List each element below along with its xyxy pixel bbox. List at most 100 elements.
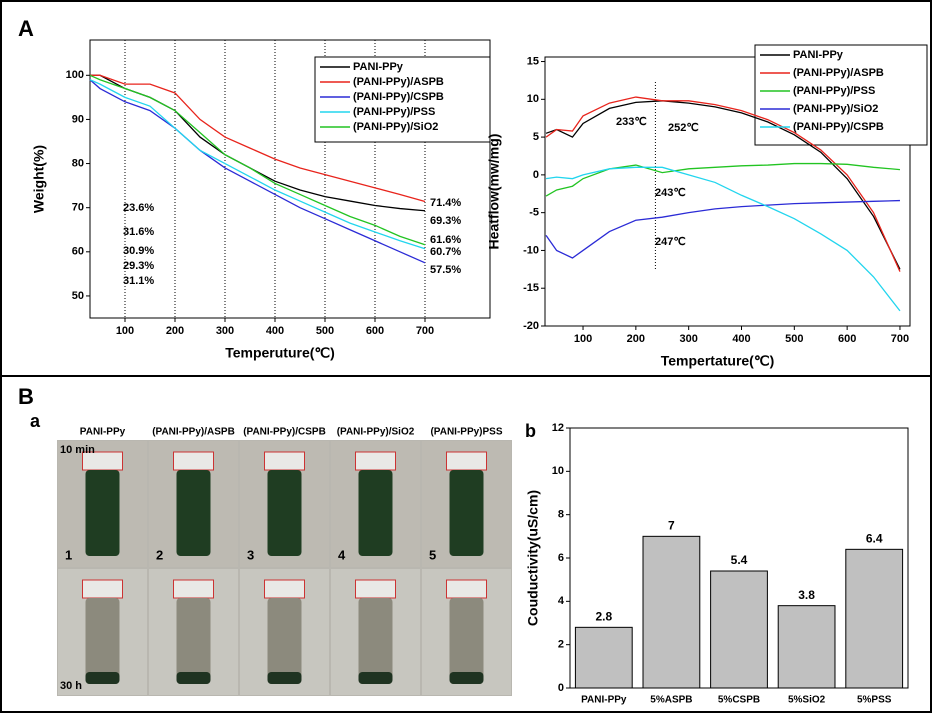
x-tick-label: 300 bbox=[679, 333, 697, 345]
y-tick-label: -20 bbox=[523, 320, 539, 332]
series-line bbox=[89, 79, 426, 264]
plot-frame bbox=[544, 56, 911, 327]
annotation: 57.5% bbox=[430, 264, 461, 276]
series-line bbox=[545, 96, 901, 272]
x-tick-label: 5%SiO2 bbox=[788, 695, 826, 706]
y-tick-label: 6 bbox=[558, 552, 564, 564]
x-tick-label: 500 bbox=[316, 325, 334, 337]
x-tick-label: 600 bbox=[838, 333, 856, 345]
x-tick-label: 600 bbox=[366, 325, 384, 337]
tube bbox=[85, 470, 120, 556]
panel-label: b bbox=[525, 421, 536, 441]
x-tick-label: 700 bbox=[891, 333, 909, 345]
y-tick-label: 15 bbox=[527, 55, 539, 67]
sample-number: 4 bbox=[338, 547, 346, 562]
sample-label: (PANI-PPy)PSS bbox=[430, 427, 502, 438]
tube-cap bbox=[82, 579, 123, 599]
x-tick-label: 500 bbox=[785, 333, 803, 345]
value-label: 2.8 bbox=[595, 610, 612, 624]
value-label: 5.4 bbox=[731, 553, 748, 567]
sediment bbox=[358, 672, 393, 684]
tube bbox=[449, 598, 484, 684]
sample-number: 5 bbox=[429, 547, 436, 562]
x-tick-label: 5%CSPB bbox=[718, 695, 760, 706]
tube bbox=[176, 470, 211, 556]
bar bbox=[710, 570, 768, 689]
sediment bbox=[85, 672, 120, 684]
y-tick-label: 10 bbox=[552, 465, 564, 477]
legend-label: (PANI-PPy)/PSS bbox=[793, 85, 875, 97]
series-line bbox=[545, 162, 901, 197]
annotation: 247℃ bbox=[655, 236, 686, 248]
y-tick-label: -5 bbox=[529, 207, 539, 219]
x-tick-label: PANI-PPy bbox=[581, 695, 627, 706]
legend-label: (PANI-PPy)/CSPB bbox=[353, 91, 444, 103]
annotation: 29.3% bbox=[123, 260, 154, 272]
time-label: 30 h bbox=[60, 680, 82, 692]
bar bbox=[574, 626, 633, 689]
tube-cap bbox=[173, 451, 214, 471]
legend-label: (PANI-PPy)/ASPB bbox=[793, 67, 884, 79]
y-tick-label: 10 bbox=[527, 93, 539, 105]
series-line bbox=[545, 100, 901, 270]
tube-cap bbox=[446, 579, 487, 599]
panel-label: a bbox=[30, 411, 41, 431]
legend-label: PANI-PPy bbox=[793, 49, 844, 61]
sample-label: PANI-PPy bbox=[80, 427, 126, 438]
series-line bbox=[545, 199, 900, 259]
tube bbox=[176, 598, 211, 684]
tube bbox=[267, 598, 302, 684]
x-tick-label: 300 bbox=[216, 325, 234, 337]
x-tick-label: 5%PSS bbox=[857, 695, 892, 706]
sediment bbox=[176, 672, 211, 684]
y-tick-label: 8 bbox=[558, 509, 564, 521]
x-tick-label: 400 bbox=[266, 325, 284, 337]
series-line bbox=[545, 166, 901, 312]
sample-label: (PANI-PPy)/ASPB bbox=[152, 427, 235, 438]
x-tick-label: 400 bbox=[732, 333, 750, 345]
annotation: 23.6% bbox=[123, 202, 154, 214]
annotation: 252℃ bbox=[668, 122, 699, 134]
value-label: 6.4 bbox=[866, 532, 883, 546]
bar bbox=[845, 548, 904, 689]
annotation: 31.6% bbox=[123, 226, 154, 238]
panel-label: B bbox=[18, 384, 34, 409]
y-tick-label: 2 bbox=[558, 639, 564, 651]
y-tick-label: 4 bbox=[558, 595, 565, 607]
annotation: 71.4% bbox=[430, 197, 461, 209]
tube bbox=[358, 598, 393, 684]
tube bbox=[449, 470, 484, 556]
sediment bbox=[267, 672, 302, 684]
sample-number: 1 bbox=[65, 547, 72, 562]
sample-number: 2 bbox=[156, 547, 163, 562]
bar bbox=[642, 535, 701, 689]
legend-box bbox=[314, 56, 491, 143]
sediment bbox=[449, 672, 484, 684]
legend-label: (PANI-PPy)/CSPB bbox=[793, 121, 884, 133]
x-tick-label: 200 bbox=[627, 333, 645, 345]
annotation: 60.7% bbox=[430, 246, 461, 258]
tube-cap bbox=[446, 451, 487, 471]
sample-label: (PANI-PPy)/CSPB bbox=[243, 427, 326, 438]
legend-label: (PANI-PPy)/SiO2 bbox=[353, 121, 438, 133]
annotation: 30.9% bbox=[123, 245, 154, 257]
tube bbox=[85, 598, 120, 684]
legend-box bbox=[754, 44, 928, 146]
series-line bbox=[89, 79, 426, 250]
y-tick-label: -10 bbox=[523, 244, 539, 256]
panel-label: A bbox=[18, 16, 34, 41]
x-axis-label: Temperuture(℃) bbox=[225, 345, 335, 361]
series-line bbox=[90, 74, 426, 203]
tube-cap bbox=[264, 451, 305, 471]
x-tick-label: 100 bbox=[116, 325, 134, 337]
x-tick-label: 700 bbox=[416, 325, 434, 337]
time-label: 10 min bbox=[60, 444, 95, 456]
tube bbox=[267, 470, 302, 556]
y-axis-label: Couductivity(uS/cm) bbox=[525, 490, 541, 626]
tube-cap bbox=[264, 579, 305, 599]
y-tick-label: 100 bbox=[66, 69, 84, 81]
x-tick-label: 5%ASPB bbox=[650, 695, 692, 706]
annotation: 243℃ bbox=[655, 187, 686, 199]
